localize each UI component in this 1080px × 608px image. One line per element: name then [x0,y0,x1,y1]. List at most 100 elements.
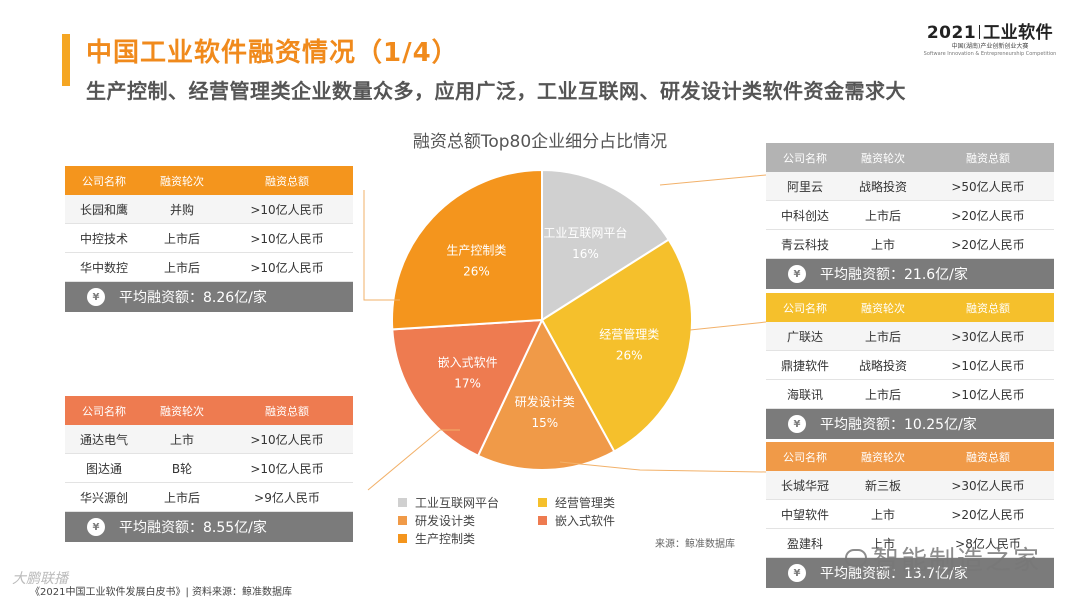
header-amount: 融资总额 [966,450,1010,464]
header-round: 融资轮次 [160,174,204,188]
cell-round: 上市 [870,237,895,252]
cell-amount: >10亿人民币 [250,461,324,476]
table-header: 公司名称 融资轮次 融资总额 [766,293,1054,322]
cell-company: 中望软件 [780,507,829,522]
cell-round: 上市后 [864,329,901,344]
table-row: 通达电气 上市 >10亿人民币 [65,425,353,454]
cell-company: 华中数控 [79,260,128,275]
table-row: 海联讯 上市后 >10亿人民币 [766,380,1054,409]
table-row: 长园和鹰 并购 >10亿人民币 [65,195,353,224]
brand-year: 2021 [926,23,977,43]
cell-round: 上市后 [864,387,901,402]
pie-slice [541,168,671,322]
connector-production [363,190,400,301]
header-company: 公司名称 [783,301,827,315]
table-row: 青云科技 上市 >20亿人民币 [766,230,1054,259]
average-bar: ¥ 平均融资额： 21.6亿/家 [766,259,1054,289]
average-value: 21.6亿/家 [904,267,968,283]
cell-round: 上市 [870,536,895,551]
slice-label: 嵌入式软件 [438,356,498,370]
cell-round: 上市 [870,507,895,522]
cell-company: 鼎捷软件 [780,358,829,373]
chart-title: 融资总额Top80企业细分占比情况 [412,132,668,152]
money-bag-icon: ¥ [788,265,806,283]
table-row: 中控技术 上市后 >10亿人民币 [65,224,353,253]
table-header: 公司名称 融资轮次 融资总额 [65,396,353,425]
table-rnd-design: 公司名称 融资轮次 融资总额 长城华冠 新三板 >30亿人民币 中望软件 上市 … [766,442,1054,588]
cell-amount: >30亿人民币 [951,478,1025,493]
cell-amount: >20亿人民币 [951,208,1025,223]
header-amount: 融资总额 [966,301,1010,315]
brand-name: 工业软件 [983,23,1054,43]
table-row: 鼎捷软件 战略投资 >10亿人民币 [766,351,1054,380]
average-label: 平均融资额： [119,290,203,306]
cell-amount: >10亿人民币 [250,231,324,246]
brand-subtitle: 中国(湖南)产业创新创业大赛 [951,43,1029,50]
table-embedded-software: 公司名称 融资轮次 融资总额 通达电气 上市 >10亿人民币 图达通 B轮 >1… [65,396,353,542]
brand-logo: 2021 工业软件 中国(湖南)产业创新创业大赛 Software Innovat… [920,18,1060,58]
legend-label: 嵌入式软件 [555,514,616,528]
average-label: 平均融资额： [820,417,904,433]
legend-swatch [398,516,407,525]
cell-amount: >50亿人民币 [951,179,1025,194]
cell-company: 图达通 [85,461,122,476]
table-row: 华中数控 上市后 >10亿人民币 [65,253,353,282]
watermark-text: 智能制造之家 [873,546,1042,576]
connector-embedded [367,429,460,491]
legend-item: 工业互联网平台 [398,494,499,511]
connector-internet [659,174,767,186]
legend-label: 生产控制类 [415,532,476,546]
table-row: 中望软件 上市 >20亿人民币 [766,500,1054,529]
table-header: 公司名称 融资轮次 融资总额 [766,143,1054,172]
average-label: 平均融资额： [119,520,203,536]
slice-percent: 15% [531,416,558,430]
money-bag-icon: ¥ [87,518,105,536]
table-row: 图达通 B轮 >10亿人民币 [65,454,353,483]
cell-round: 并购 [169,202,194,217]
watermark-right: 智能制造之家 [845,540,1041,577]
cell-amount: >10亿人民币 [250,260,324,275]
title-accent-bar [62,34,70,86]
average-bar: ¥ 平均融资额： 8.55亿/家 [65,512,353,542]
wechat-icon [845,549,867,567]
legend-label: 研发设计类 [415,514,476,528]
watermark-left: 大鹏联播 [12,571,68,587]
cell-amount: >10亿人民币 [250,202,324,217]
header-company: 公司名称 [82,404,126,418]
legend-item: 生产控制类 [398,530,475,547]
legend-item: 经营管理类 [538,494,615,511]
average-bar: ¥ 平均融资额： 10.25亿/家 [766,409,1054,439]
average-value: 8.55亿/家 [203,520,267,536]
header-company: 公司名称 [783,450,827,464]
pie-slice [476,317,616,471]
cell-company: 中控技术 [79,231,128,246]
brand-subtitle-en: Software Innovation & Entrepreneurship C… [923,51,1057,57]
legend-label: 工业互联网平台 [415,496,500,510]
cell-round: 战略投资 [858,358,907,373]
header-round: 融资轮次 [160,404,204,418]
cell-amount: >30亿人民币 [951,329,1025,344]
table-header: 公司名称 融资轮次 融资总额 [766,442,1054,471]
legend-item: 研发设计类 [398,512,475,529]
cell-company: 长城华冠 [780,478,829,493]
table-row: 长城华冠 新三板 >30亿人民币 [766,471,1054,500]
cell-round: 上市 [169,432,194,447]
slice-percent: 26% [616,348,643,362]
average-value: 10.25亿/家 [904,417,977,433]
average-label: 平均融资额： [820,566,904,582]
pie-slice [391,318,544,458]
cell-amount: >20亿人民币 [951,237,1025,252]
table-row: 中科创达 上市后 >20亿人民币 [766,201,1054,230]
header-round: 融资轮次 [861,151,905,165]
legend-label: 经营管理类 [555,496,616,510]
slice-percent: 17% [454,377,481,391]
average-bar: ¥ 平均融资额： 13.7亿/家 [766,558,1054,588]
header-round: 融资轮次 [861,301,905,315]
slice-percent: 16% [572,247,599,261]
cell-company: 青云科技 [780,237,829,252]
table-row: 盈建科 上市 >8亿人民币 [766,529,1054,558]
cell-company: 长园和鹰 [79,202,128,217]
cell-round: 新三板 [864,478,901,493]
header-company: 公司名称 [82,174,126,188]
